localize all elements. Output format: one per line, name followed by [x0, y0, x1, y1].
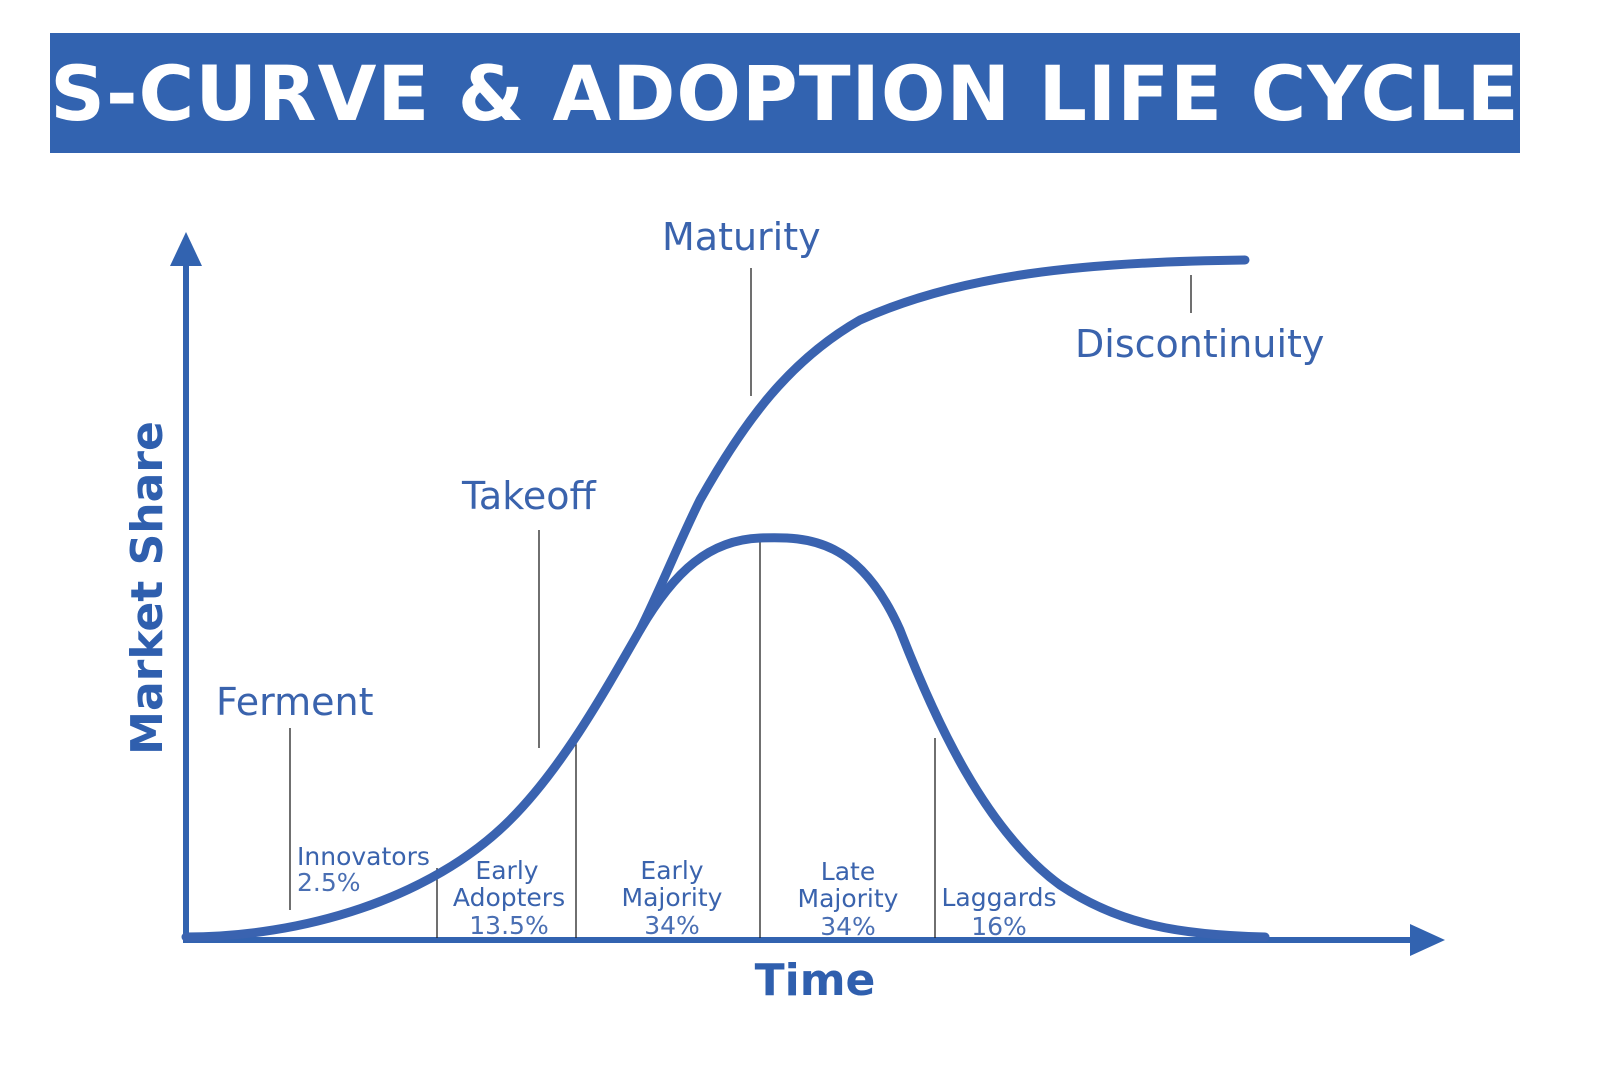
segment-early-majority-percent: 34% [644, 911, 700, 940]
segment-early-adopters-name-line2: Adopters [453, 883, 565, 912]
segment-late-majority-name-line2: Majority [798, 884, 899, 913]
x-axis-arrowhead [1410, 924, 1445, 956]
page-title: S-CURVE & ADOPTION LIFE CYCLE [50, 48, 1520, 138]
stage-label-discontinuity: Discontinuity [1075, 322, 1324, 366]
segment-laggards-percent: 16% [971, 912, 1027, 941]
y-axis-arrowhead [170, 232, 202, 266]
x-axis-label: Time [755, 955, 876, 1006]
segment-laggards-name: Laggards [941, 883, 1056, 912]
segment-early-adopters-name-line1: Early [475, 856, 538, 885]
stage-label-takeoff: Takeoff [461, 474, 596, 518]
segment-innovators-percent: 2.5% [297, 868, 361, 897]
segment-late-majority-percent: 34% [820, 912, 876, 941]
s-curve [635, 255, 1250, 635]
segment-early-majority-name-line2: Majority [622, 883, 723, 912]
stage-label-maturity: Maturity [662, 215, 821, 259]
y-axis-label: Market Share [122, 421, 173, 755]
stage-label-ferment: Ferment [216, 680, 374, 724]
segment-innovators-name: Innovators [297, 842, 430, 871]
segment-early-adopters-percent: 13.5% [469, 911, 548, 940]
stage-leaders [289, 268, 1192, 910]
segment-early-majority-name-line1: Early [640, 856, 703, 885]
title-banner: S-CURVE & ADOPTION LIFE CYCLE [50, 33, 1520, 153]
segment-late-majority-name-line1: Late [821, 857, 875, 886]
segment-dividers [436, 540, 936, 938]
bell-curve [181, 533, 1270, 942]
